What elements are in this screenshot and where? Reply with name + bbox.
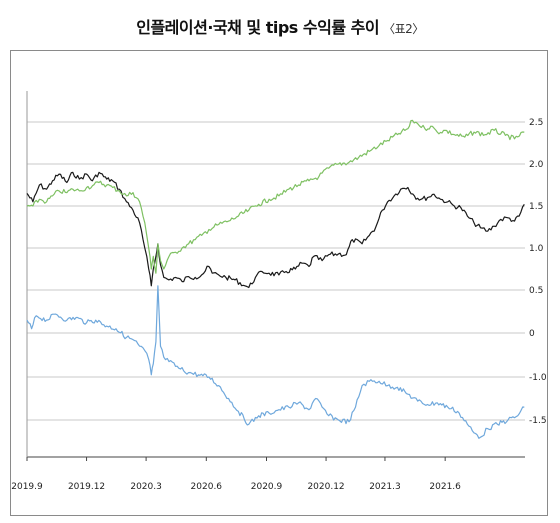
y-tick-label: 2.5 [529, 118, 543, 128]
chart-frame: 2.5 2.0 1.5 1.0 0.5 0 -1.0 -1.5 2019.9 2019.12 202… [10, 50, 548, 516]
series-line-green [26, 119, 525, 274]
x-tick-label: 2019.9 [11, 482, 43, 492]
x-tick-label: 2019.12 [68, 482, 105, 492]
series-line-blue [26, 285, 525, 439]
x-tick-label: 2021.3 [369, 482, 401, 492]
y-tick-label: 0 [529, 329, 535, 339]
y-tick-label: -1.5 [529, 416, 547, 426]
gridlines [27, 121, 525, 421]
y-tick-label: 2.0 [529, 160, 544, 170]
x-tick-label: 2020.9 [251, 482, 283, 492]
chart-plot: 2.5 2.0 1.5 1.0 0.5 0 -1.0 -1.5 2019.9 2019.12 202… [11, 91, 547, 492]
y-tick-label: 1.0 [529, 244, 544, 254]
x-tick-label: 2020.6 [191, 482, 223, 492]
subtitle-text: 〈표2〉 [383, 22, 424, 36]
title-text: 인플레이션·국채 및 tips 수익률 추이 [136, 18, 380, 37]
x-tick-label: 2021.6 [429, 482, 461, 492]
x-tick-label: 2020.12 [307, 482, 344, 492]
x-tick-label: 2020.3 [130, 482, 162, 492]
y-tick-label: 0.5 [529, 286, 543, 296]
y-tick-label: -1.0 [529, 373, 547, 383]
chart-title: 인플레이션·국채 및 tips 수익률 추이 〈표2〉 [0, 14, 560, 38]
series-line-black [26, 171, 525, 289]
y-tick-label: 1.5 [529, 202, 543, 212]
